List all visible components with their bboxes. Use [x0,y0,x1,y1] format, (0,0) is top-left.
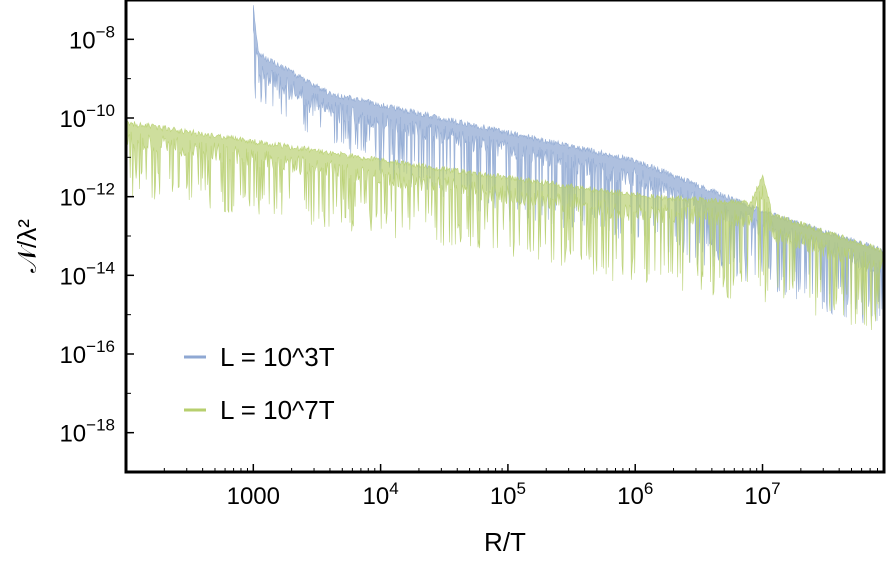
y-tick-label: 10−10 [59,101,115,133]
x-tick-label: 107 [744,479,780,510]
series-1 [253,5,884,324]
y-tick-label: 10−18 [59,416,115,448]
x-tick-label: 106 [617,479,653,510]
legend-label: L = 10^7T [220,395,335,425]
x-tick-label: 1000 [227,483,280,510]
y-tick-label: 10−16 [59,337,115,369]
legend-label: L = 10^3T [220,342,335,372]
x-tick-label: 105 [490,479,526,510]
legend-item: L = 10^7T [184,395,335,425]
y-tick-label: 10−8 [69,22,115,54]
series-area-2 [126,119,884,331]
legend: L = 10^3T L = 10^7T [184,342,335,425]
y-axis-title: 𝒩/λ² [12,219,42,273]
series-2 [126,119,884,331]
y-tick-label: 10−12 [59,180,115,212]
x-axis-title: R/T [484,527,526,557]
y-ticks: 10−8 10−10 10−12 10−14 10−16 10−18 [59,0,134,473]
x-tick-label: 104 [363,479,399,510]
y-tick-label: 10−14 [59,258,115,290]
legend-item: L = 10^3T [184,342,335,372]
series-layer [126,5,884,331]
series-area-1 [253,5,884,324]
x-ticks: 1000 104 105 106 107 [163,464,885,510]
